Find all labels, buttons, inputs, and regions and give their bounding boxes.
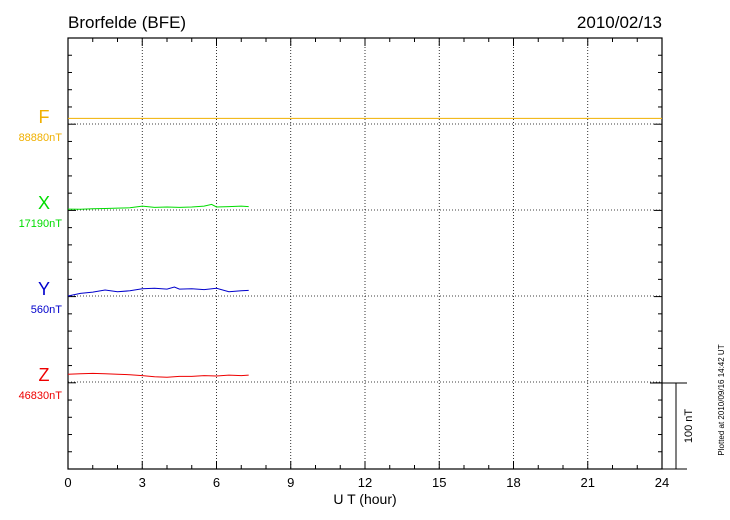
axis-ticks — [67, 37, 663, 470]
series-baseline-z: 46830nT — [19, 390, 63, 402]
x-tick-label: 3 — [139, 475, 146, 490]
x-tick-label: 0 — [64, 475, 71, 490]
x-tick-label: 9 — [287, 475, 294, 490]
series-name-z: Z — [39, 365, 50, 385]
series-baseline-f: 88880nT — [19, 132, 63, 144]
x-tick-label: 18 — [506, 475, 520, 490]
series-name-y: Y — [38, 279, 50, 299]
x-tick-label: 21 — [581, 475, 595, 490]
series-baseline-y: 560nT — [31, 304, 62, 316]
series-line-x — [67, 203, 249, 210]
series-group — [67, 117, 662, 378]
chart-date: 2010/02/13 — [577, 13, 662, 32]
series-name-x: X — [38, 193, 50, 213]
series-name-f: F — [39, 107, 50, 127]
grid-lines — [68, 38, 662, 469]
series-labels: F 88880nT X 17190nT Y 560nT Z 46830nT — [19, 107, 63, 402]
series-line-y — [67, 286, 249, 297]
scale-bar: 100 nT — [650, 382, 695, 470]
x-tick-label: 6 — [213, 475, 220, 490]
x-tick-label: 12 — [358, 475, 372, 490]
x-tick-label: 24 — [655, 475, 669, 490]
scale-bar-label: 100 nT — [683, 409, 695, 444]
x-tick-label: 15 — [432, 475, 446, 490]
x-axis-label: U T (hour) — [333, 491, 396, 507]
plotted-at-footer: Plotted at 2010/09/16 14:42 UT — [717, 344, 726, 455]
x-tick-labels: 0 3 6 9 12 15 18 21 24 — [64, 475, 669, 490]
series-line-z — [67, 372, 249, 378]
series-baseline-x: 17190nT — [19, 218, 63, 230]
station-title: Brorfelde (BFE) — [68, 13, 186, 32]
